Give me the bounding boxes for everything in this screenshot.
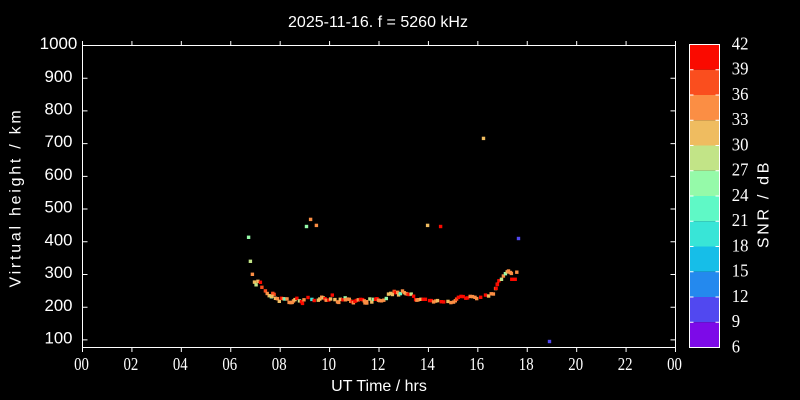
- svg-text:10: 10: [321, 354, 336, 374]
- svg-text:200: 200: [45, 297, 73, 315]
- svg-text:36: 36: [732, 84, 749, 104]
- svg-text:900: 900: [45, 68, 73, 86]
- svg-text:12: 12: [371, 354, 386, 374]
- svg-text:04: 04: [173, 354, 188, 374]
- svg-text:6: 6: [732, 336, 740, 356]
- svg-text:08: 08: [272, 354, 287, 374]
- svg-text:21: 21: [732, 210, 749, 230]
- svg-text:Virtual height / km: Virtual height / km: [8, 107, 25, 287]
- svg-text:16: 16: [469, 354, 484, 374]
- svg-text:02: 02: [124, 354, 139, 374]
- svg-text:300: 300: [45, 264, 73, 282]
- svg-text:12: 12: [732, 286, 749, 306]
- svg-text:100: 100: [45, 330, 73, 348]
- svg-text:30: 30: [732, 134, 749, 154]
- svg-text:22: 22: [618, 354, 633, 374]
- svg-text:800: 800: [45, 101, 73, 119]
- svg-text:500: 500: [45, 199, 73, 217]
- svg-text:18: 18: [519, 354, 534, 374]
- svg-text:15: 15: [732, 261, 749, 281]
- svg-text:06: 06: [222, 354, 237, 374]
- svg-text:2025-11-16. f = 5260 kHz: 2025-11-16. f = 5260 kHz: [288, 14, 468, 31]
- svg-text:18: 18: [732, 235, 749, 255]
- svg-text:1000: 1000: [40, 35, 78, 53]
- svg-text:14: 14: [420, 354, 435, 374]
- svg-text:700: 700: [45, 133, 73, 151]
- svg-text:00: 00: [667, 354, 682, 374]
- svg-text:SNR / dB: SNR / dB: [756, 160, 773, 248]
- svg-text:UT Time / hrs: UT Time / hrs: [331, 378, 427, 395]
- svg-text:39: 39: [732, 59, 749, 79]
- svg-text:00: 00: [74, 354, 89, 374]
- svg-text:9: 9: [732, 311, 740, 331]
- svg-text:400: 400: [45, 231, 73, 249]
- svg-text:42: 42: [732, 33, 749, 53]
- svg-text:600: 600: [45, 166, 73, 184]
- svg-text:24: 24: [732, 185, 749, 205]
- svg-text:20: 20: [568, 354, 583, 374]
- svg-text:27: 27: [732, 160, 749, 180]
- svg-text:33: 33: [732, 109, 749, 129]
